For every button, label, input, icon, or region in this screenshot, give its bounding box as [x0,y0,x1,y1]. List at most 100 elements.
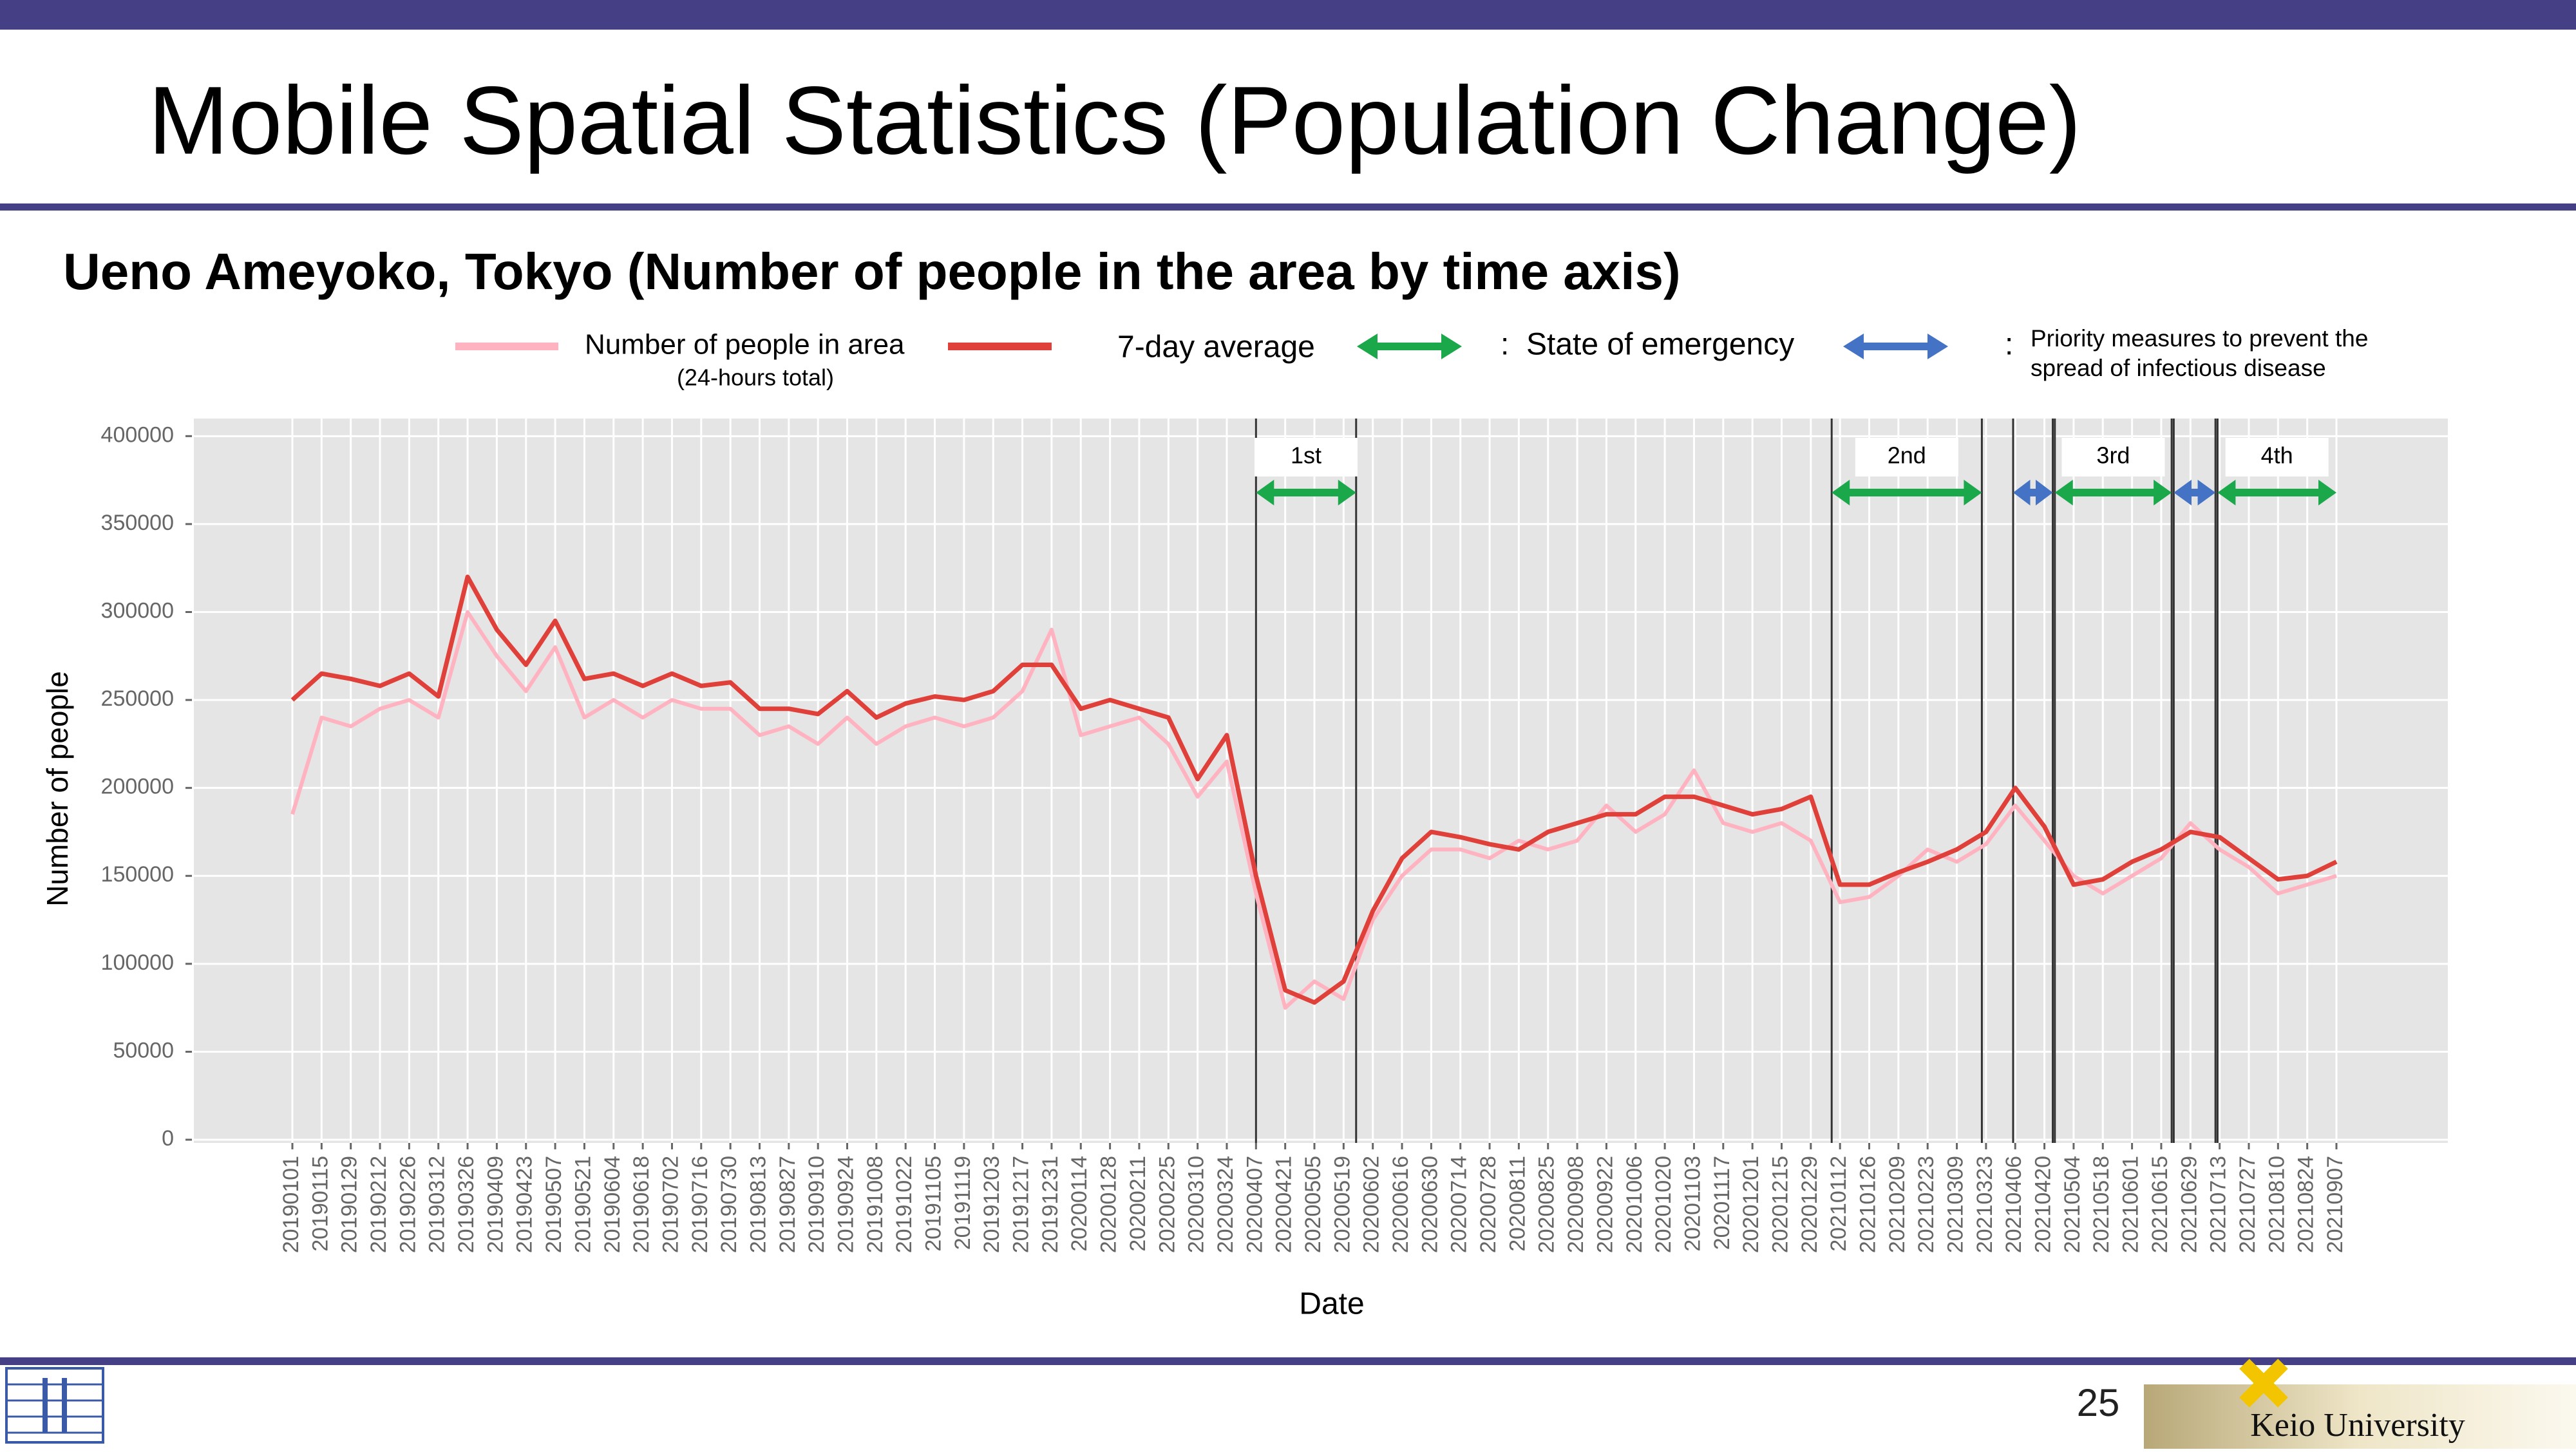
arrow-head [2154,480,2172,505]
x-tick-label: 20210323 [1973,1156,1997,1253]
y-tick-label: 150000 [101,862,174,887]
period-arrow [2174,480,2216,505]
x-tick-label: 20200728 [1476,1156,1501,1253]
x-tick-label: 20191105 [922,1156,946,1252]
legend-label: spread of infectious disease [2031,355,2326,381]
x-tick-label: 20210406 [2002,1156,2026,1253]
series-line [290,610,2337,1010]
arrow-head [1964,480,1982,505]
x-tick-label: 20210223 [1914,1156,1938,1253]
arrow-head [1338,480,1356,505]
x-tick-label: 20201020 [1651,1156,1676,1253]
x-tick-label: 20191022 [892,1156,916,1253]
x-tick-label: 20210420 [2031,1156,2056,1253]
legend-label: 7-day average [1117,330,1315,364]
arrow-head [1832,480,1850,505]
legend-arrow-head [1357,334,1378,359]
x-tick-label: 20201117 [1710,1156,1734,1250]
x-tick-label: 20191119 [951,1156,975,1250]
legend-label: Priority measures to prevent the [2031,325,2368,352]
x-tick-label: 20190507 [542,1156,566,1253]
x-tick-label: 20190716 [688,1156,712,1253]
x-tick-label: 20201215 [1768,1156,1792,1253]
period-label-box [1855,438,1958,476]
x-tick-label: 20210112 [1826,1156,1851,1252]
keio-emblem [2239,1359,2288,1408]
x-tick-label: 20200616 [1388,1156,1413,1253]
x-tick-label: 20200630 [1417,1156,1442,1253]
x-tick-label: 20190924 [833,1156,858,1253]
x-tick-label: 20190129 [337,1156,362,1253]
x-tick-label: 20210518 [2089,1156,2114,1253]
legend-arrow-head [1927,334,1948,359]
x-tick-label: 20200922 [1593,1156,1617,1253]
page-number: 25 [2077,1381,2120,1424]
arrow-head [2054,480,2073,505]
logo-box [2144,1384,2576,1449]
y-tick-label: 100000 [101,950,174,975]
arrow-head [2174,480,2192,505]
period-arrow [1832,480,1982,505]
x-tick-label: 20200114 [1067,1156,1092,1252]
top-bar [0,0,2576,30]
x-tick-label: 20210601 [2119,1156,2143,1253]
x-tick-label: 20210727 [2235,1156,2260,1253]
x-tick-label: 20210629 [2177,1156,2201,1253]
legend-label: State of emergency [1526,328,1794,362]
x-tick-label: 20200324 [1213,1156,1238,1253]
plot-area [194,419,2448,1143]
x-tick-label: 20190730 [717,1156,741,1253]
arrow-head [2012,480,2031,505]
period-label: 3rd [2096,442,2130,469]
title-rule [0,203,2576,211]
x-tick-label: 20200211 [1126,1156,1150,1252]
x-tick-label: 20201103 [1680,1156,1705,1252]
legend-arrow-head [1441,334,1462,359]
period-label-box [1255,438,1358,476]
x-tick-label: 20190423 [513,1156,537,1253]
chart: 0 50000 100000 150000 200000 250000 300000 3500… [41,325,2448,1321]
x-tick-label: 20190212 [366,1156,391,1253]
x-tick-label: 20200310 [1184,1156,1209,1253]
x-tick-label: 20200421 [1272,1156,1296,1253]
x-tick-label: 20190604 [600,1156,625,1253]
subtitle: Ueno Ameyoko, Tokyo (Number of people in… [63,243,1681,300]
x-tick-label: 20210209 [1885,1156,1909,1253]
y-tick-label: 200000 [101,775,174,799]
x-tick-label: 20200825 [1535,1156,1559,1253]
x-tick-label: 20190115 [308,1156,332,1252]
x-tick-label: 20200519 [1330,1156,1354,1253]
bottom-rule [0,1357,2576,1365]
period-label: 1st [1291,442,1321,469]
y-tick-label: 0 [162,1126,174,1151]
y-tick-label: 250000 [101,686,174,711]
x-tick-label: 20201229 [1797,1156,1822,1253]
x-tick-label: 20200128 [1097,1156,1121,1253]
x-tick-label: 20201201 [1739,1156,1763,1253]
x-tick-label: 20190326 [454,1156,478,1253]
x-tick-label: 20200505 [1301,1156,1325,1253]
slide-title: Mobile Spatial Statistics (Population Ch… [148,66,2081,174]
legend-colon: : [2005,328,2013,362]
x-tick-label: 20210907 [2323,1156,2347,1253]
x-tick-label: 20190813 [746,1156,770,1253]
x-tick-label: 20200714 [1447,1156,1472,1253]
x-tick-label: 20210824 [2294,1156,2318,1253]
legend-colon: : [1501,328,1509,362]
x-tick-label: 20191231 [1038,1156,1063,1253]
x-tick-label: 20210615 [2148,1156,2172,1253]
x-tick-label: 20190827 [775,1156,800,1253]
x-tick-label: 20191203 [980,1156,1004,1253]
x-tick-label: 20190521 [571,1156,595,1253]
period-arrow [2217,480,2336,505]
x-tick-label: 20191008 [863,1156,887,1253]
x-tick-label: 20210126 [1855,1156,1880,1253]
y-tick-label: 300000 [101,598,174,623]
x-tick-label: 20190409 [483,1156,507,1253]
arrow-head [2197,480,2216,505]
x-tick-label: 20190101 [279,1156,303,1253]
x-tick-label: 20210309 [1944,1156,1968,1253]
arrow-head [1256,480,1274,505]
x-tick-label: 20200908 [1564,1156,1588,1253]
